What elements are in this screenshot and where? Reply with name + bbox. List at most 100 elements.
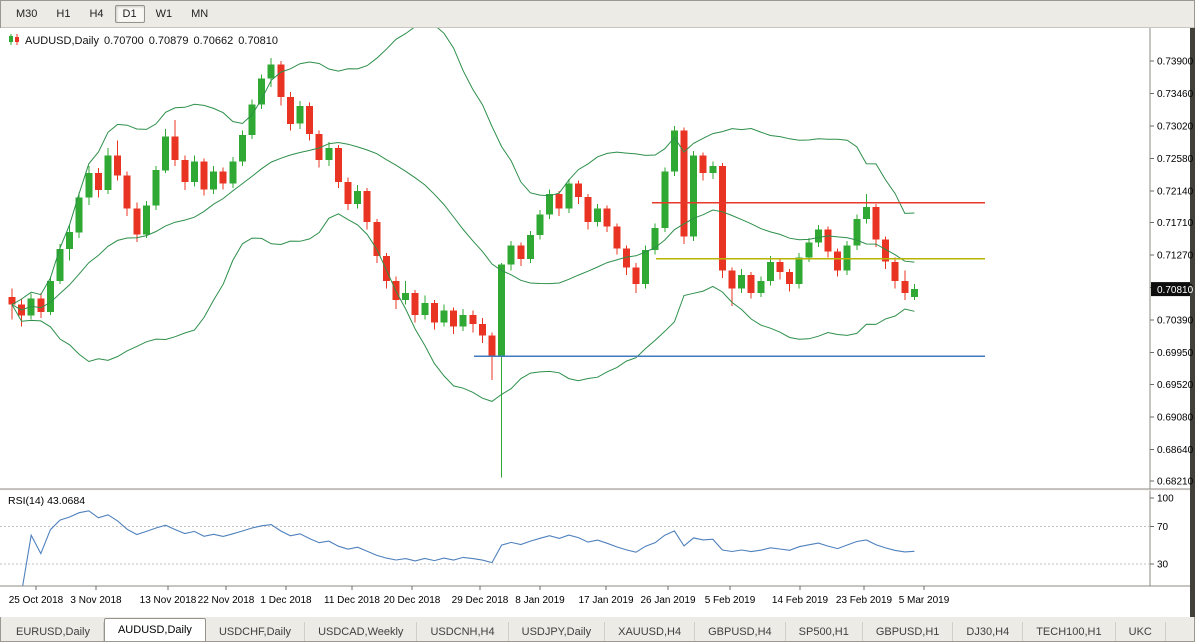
time-axis[interactable]: 25 Oct 2018 3 Nov 2018 13 Nov 2018 22 Nov 2… [9, 586, 950, 606]
timeframe-button-w1[interactable]: W1 [155, 7, 173, 20]
candle-body [747, 275, 755, 293]
timeframe-button-m30[interactable]: M30 [16, 7, 38, 20]
candle-body [862, 207, 870, 219]
candle-body [498, 264, 506, 357]
candle-body [824, 229, 832, 252]
symbol-tab-bar: EURUSD,Daily AUDUSD,Daily USDCHF,Daily USDC… [0, 615, 1195, 642]
chart-background [0, 28, 1195, 617]
candle-body [133, 208, 141, 235]
candle-body [459, 314, 467, 327]
bollinger-upper-band [11, 28, 915, 306]
time-axis-label: 17 Jan 2019 [578, 595, 633, 606]
candle-body [632, 267, 640, 284]
timeframe-button-h1[interactable]: H1 [56, 7, 71, 20]
candle-body [85, 173, 93, 198]
candle-body [354, 190, 362, 205]
candle-body [891, 261, 899, 281]
price-axis-label: 0.68640 [1157, 445, 1194, 456]
candle-body [574, 183, 582, 197]
candle-body [219, 171, 227, 184]
candle-body [478, 323, 486, 336]
candle-body [190, 161, 198, 183]
timeframe-button-d1[interactable]: D1 [114, 4, 145, 23]
candle-body [286, 97, 294, 124]
tab-gbpusd-h1[interactable]: GBPUSD,H1 [863, 622, 954, 642]
candle-body [334, 148, 342, 183]
candle-body [786, 272, 794, 284]
candle-body [8, 297, 16, 305]
candle-body [46, 281, 54, 312]
candle-body [373, 221, 381, 256]
candle-body [766, 261, 774, 281]
rsi-line [22, 510, 915, 586]
candle-body [661, 171, 669, 228]
timeframe-button-h4[interactable]: H4 [89, 7, 104, 20]
candle-body [440, 310, 448, 323]
tab-usdchf-daily[interactable]: USDCHF,Daily [206, 622, 306, 642]
price-axis-label: 0.72580 [1157, 154, 1194, 165]
tab-usdcad-weekly[interactable]: USDCAD,Weekly [305, 622, 418, 642]
candle-body [181, 159, 189, 182]
candles-layer [8, 58, 918, 478]
price-axis-label: 0.73020 [1157, 122, 1194, 133]
candle-body [555, 193, 563, 209]
candle-body [872, 207, 880, 240]
candle-body [296, 106, 304, 124]
candle-body [699, 155, 707, 174]
candle-body [315, 134, 323, 160]
candle-body [421, 303, 429, 315]
candle-body [603, 208, 611, 227]
candle-body [738, 275, 746, 289]
tab-xauusd-h4[interactable]: XAUUSD,H4 [605, 622, 696, 642]
candle-body [795, 257, 803, 284]
tab-gbpusd-h4[interactable]: GBPUSD,H4 [695, 622, 786, 642]
rsi-indicator-label: RSI(14) 43.0684 [8, 495, 85, 507]
candle-body [229, 161, 237, 184]
price-axis[interactable]: 0.73900 0.73460 0.73020 0.72580 0.72140 0.717… [1150, 57, 1194, 571]
time-axis-label: 1 Dec 2018 [260, 595, 312, 606]
price-axis-label: 0.69520 [1157, 380, 1194, 391]
candle-body [680, 130, 688, 237]
candle-body [594, 208, 602, 222]
tab-sp500-h1[interactable]: SP500,H1 [786, 622, 863, 642]
tab-usdcnh-h4[interactable]: USDCNH,H4 [417, 622, 509, 642]
tab-tech100-h1[interactable]: TECH100,H1 [1023, 622, 1116, 642]
tab-dj30-h4[interactable]: DJ30,H4 [953, 622, 1024, 642]
timeframe-button-group: M30 H1 H4 D1 W1 MN [8, 4, 216, 23]
candle-body [546, 193, 554, 215]
candle-body [910, 289, 918, 298]
rsi-axis-label: 100 [1157, 494, 1174, 505]
bollinger-bands [11, 28, 915, 402]
tab-eurusd-daily[interactable]: EURUSD,Daily [3, 622, 104, 642]
candle-body [690, 155, 698, 237]
candle-body [37, 298, 45, 312]
candle-body [613, 226, 621, 249]
candle-body [382, 255, 390, 281]
time-axis-label: 5 Feb 2019 [705, 595, 756, 606]
tab-audusd-daily[interactable]: AUDUSD,Daily [103, 618, 206, 642]
candle-body [94, 173, 102, 191]
tab-usdjpy-daily[interactable]: USDJPY,Daily [509, 622, 606, 642]
price-axis-label: 0.71710 [1157, 218, 1194, 229]
tab-ukc[interactable]: UKC [1116, 622, 1166, 642]
time-axis-label: 3 Nov 2018 [70, 595, 122, 606]
time-axis-label: 26 Jan 2019 [640, 595, 695, 606]
candle-body [66, 232, 74, 250]
current-price-tag-value: 0.70810 [1157, 285, 1194, 296]
price-axis-label: 0.73460 [1157, 89, 1194, 100]
price-axis-label: 0.69080 [1157, 412, 1194, 423]
chart-region[interactable]: 0.73900 0.73460 0.73020 0.72580 0.72140 0.717… [0, 28, 1195, 617]
candle-body [277, 64, 285, 98]
candle-body [718, 165, 726, 271]
candle-body [642, 250, 650, 284]
time-axis-label: 11 Dec 2018 [324, 595, 380, 606]
time-axis-label: 23 Feb 2019 [836, 595, 893, 606]
time-axis-label: 14 Feb 2019 [772, 595, 829, 606]
chart-canvas[interactable]: 0.73900 0.73460 0.73020 0.72580 0.72140 0.717… [0, 28, 1195, 617]
time-axis-label: 13 Nov 2018 [140, 595, 197, 606]
candle-body [709, 165, 717, 174]
candle-body [814, 229, 822, 243]
candle-body [114, 155, 122, 176]
time-axis-label: 5 Mar 2019 [899, 595, 950, 606]
timeframe-button-mn[interactable]: MN [191, 7, 209, 20]
